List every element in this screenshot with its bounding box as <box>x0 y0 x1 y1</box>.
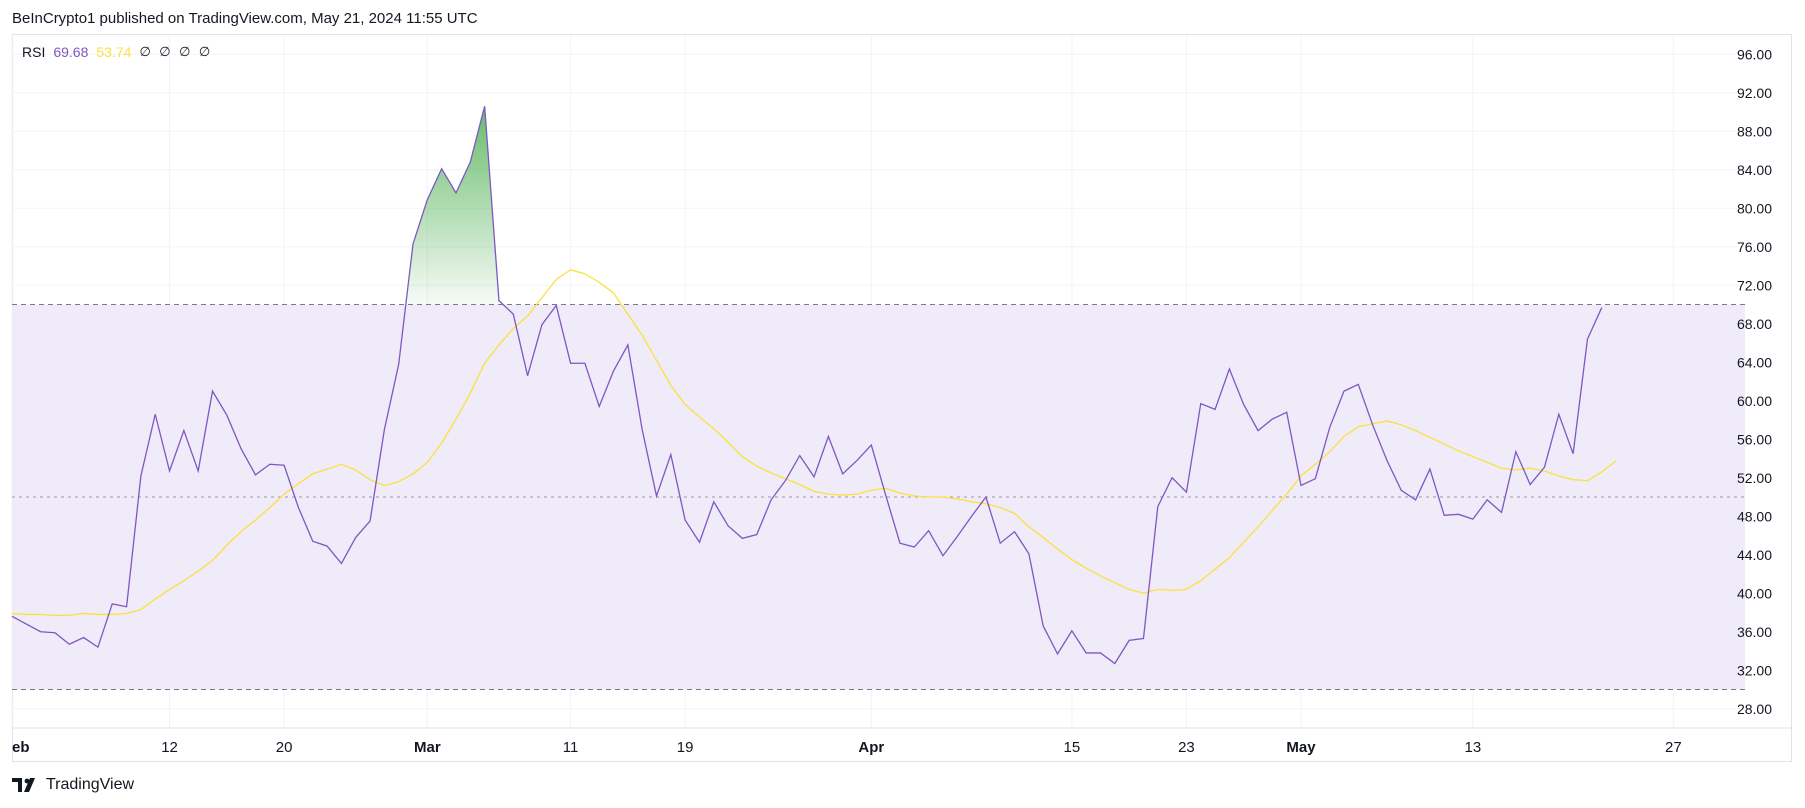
publisher-line: BeInCrypto1 published on TradingView.com… <box>12 10 478 27</box>
legend-na-value: ∅ <box>198 44 211 59</box>
x-tick-label: 13 <box>1465 739 1482 756</box>
y-tick-label: 64.00 <box>1737 354 1772 370</box>
tradingview-logo-icon <box>12 778 35 792</box>
legend-ma-value: 53.74 <box>96 44 132 60</box>
y-tick-label: 88.00 <box>1737 123 1772 139</box>
legend-indicator-name: RSI <box>22 44 46 60</box>
y-tick-label: 96.00 <box>1737 46 1772 62</box>
indicator-legend[interactable]: RSI 69.68 53.74 ∅ ∅ ∅ ∅ <box>22 44 211 60</box>
y-tick-label: 84.00 <box>1737 162 1772 178</box>
y-tick-label: 56.00 <box>1737 431 1772 447</box>
legend-na-value: ∅ <box>159 44 172 59</box>
y-tick-label: 60.00 <box>1737 393 1772 409</box>
x-tick-label: eb <box>12 739 30 756</box>
y-tick-label: 72.00 <box>1737 277 1772 293</box>
x-tick-label: 11 <box>563 739 579 756</box>
x-tick-label: 27 <box>1665 739 1682 756</box>
y-tick-label: 44.00 <box>1737 547 1772 563</box>
x-tick-label: 20 <box>276 739 293 756</box>
y-tick-label: 80.00 <box>1737 200 1772 216</box>
rsi-ma-line <box>11 269 1617 617</box>
x-tick-label: Apr <box>858 739 884 756</box>
rsi-line <box>11 106 1603 665</box>
tradingview-brand[interactable]: TradingView <box>12 776 134 794</box>
legend-na-value: ∅ <box>179 44 191 59</box>
y-tick-label: 92.00 <box>1737 85 1772 101</box>
y-tick-label: 36.00 <box>1737 624 1772 640</box>
rsi-overbought-fill <box>405 106 500 305</box>
x-tick-label: 23 <box>1178 739 1195 756</box>
y-tick-label: 76.00 <box>1737 239 1772 255</box>
x-tick-label: Mar <box>414 739 441 756</box>
y-tick-label: 52.00 <box>1737 470 1772 486</box>
y-tick-label: 32.00 <box>1737 662 1772 678</box>
brand-label: TradingView <box>46 776 135 793</box>
y-tick-label: 40.00 <box>1737 585 1772 601</box>
y-tick-label: 48.00 <box>1737 508 1772 524</box>
y-tick-label: 68.00 <box>1737 316 1772 332</box>
x-tick-label: 19 <box>677 739 694 756</box>
legend-rsi-value: 69.68 <box>53 44 89 60</box>
legend-na-value: ∅ <box>139 44 152 59</box>
x-tick-label: 15 <box>1064 739 1081 756</box>
x-tick-label: 12 <box>161 739 178 756</box>
y-tick-label: 28.00 <box>1737 701 1772 717</box>
x-tick-label: May <box>1286 739 1316 756</box>
